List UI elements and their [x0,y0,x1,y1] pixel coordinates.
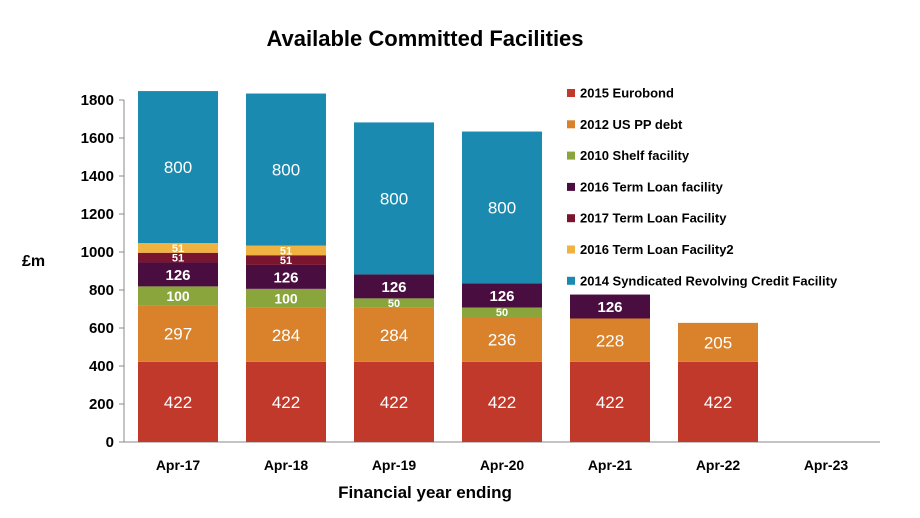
bars: 4222971001265151800422284100126515180042… [138,91,758,442]
y-tick-label: 0 [106,434,114,451]
legend-swatch [567,276,575,285]
bar-segment [354,274,434,299]
legend-swatch [567,214,575,223]
bar-segment [462,283,542,308]
bar-segment [678,322,758,362]
data-label: 800 [380,190,408,209]
data-label: 422 [380,393,408,412]
data-label: 284 [272,326,300,345]
bar-segment [138,286,218,306]
chart-title: Available Committed Facilities [266,26,584,51]
legend-swatch [567,120,575,129]
x-axis-label: Financial year ending [338,483,512,502]
bar-segment [246,245,326,256]
x-tick-label: Apr-17 [156,457,201,473]
data-label: 51 [172,243,184,255]
data-label: 50 [496,307,508,319]
data-label: 126 [597,299,622,316]
legend-entry: 2014 Syndicated Revolving Credit Facilit… [580,273,838,288]
legend-swatch [567,245,575,254]
data-label: 800 [272,161,300,180]
data-label: 800 [164,158,192,177]
legend-entry: 2012 US PP debt [580,117,683,132]
data-label: 205 [704,333,732,352]
data-label: 422 [596,393,624,412]
data-label: 228 [596,331,624,350]
y-tick-label: 1800 [81,92,114,109]
bar-segment [138,262,218,287]
data-label: 126 [381,279,406,296]
bar-segment [246,255,326,265]
bar-segment [354,307,434,362]
y-tick-label: 200 [89,396,114,413]
legend-swatch [567,89,575,97]
legend-entry: 2015 Eurobond [580,86,674,101]
data-label: 51 [172,253,184,265]
legend-entry: 2017 Term Loan Facility [580,211,727,226]
y-tick-label: 1400 [81,168,114,185]
bar-segment [354,361,434,442]
bar-segment [462,316,542,362]
y-tick-label: 1600 [81,130,114,147]
bar-segment [246,361,326,442]
y-axis-label: £m [22,253,45,270]
legend-swatch [567,182,575,191]
bar-segment [138,305,218,362]
data-label: 100 [274,290,298,306]
data-label: 422 [488,393,516,412]
data-label: 297 [164,325,192,344]
data-label: 422 [704,393,732,412]
legend: 2015 Eurobond 2012 US PP debt 2010 Shelf f… [567,86,838,288]
y-tick-label: 1000 [81,244,114,261]
data-label: 422 [164,393,192,412]
bar-segment [570,361,650,442]
bar-segment [462,361,542,442]
y-tick-label: 600 [89,320,114,337]
x-tick-label: Apr-20 [480,457,525,473]
data-label: 126 [489,288,514,305]
bar-segment [246,264,326,289]
data-label: 51 [280,245,292,257]
y-tick-label: 400 [89,358,114,375]
bar-segment [678,361,758,442]
data-label: 126 [165,267,190,284]
x-tick-label: Apr-18 [264,457,309,473]
bar-segment [462,131,542,284]
legend-entry: 2010 Shelf facility [580,148,690,163]
data-label: 50 [388,298,400,310]
x-tick-label: Apr-22 [696,457,741,473]
data-label: 100 [166,288,190,304]
bar-segment [138,91,218,244]
axes: 0 200 400 600 800 1000 1200 1400 1600 1800 Apr-17 A… [22,92,880,502]
bar-segment [246,288,326,308]
y-tick-label: 800 [89,282,114,299]
data-label: 236 [488,331,516,350]
legend-entry: 2016 Term Loan facility [580,179,724,194]
bar-segment [246,307,326,362]
bar-segment [354,122,434,275]
data-label: 422 [272,393,300,412]
x-tick-label: Apr-21 [588,457,633,473]
legend-swatch [567,151,575,160]
bar-segment [246,93,326,246]
y-tick-label: 1200 [81,206,114,223]
x-tick-label: Apr-23 [804,457,849,473]
data-label: 284 [380,326,408,345]
bar-segment [570,294,650,319]
x-tick-label: Apr-19 [372,457,417,473]
bar-segment [138,361,218,442]
bar-segment [138,252,218,263]
legend-entry: 2016 Term Loan Facility2 [580,242,734,257]
bar-segment [462,307,542,317]
bar-segment [570,318,650,362]
data-label: 126 [273,269,298,286]
bar-segment [138,243,218,253]
data-label: 800 [488,199,516,218]
data-label: 51 [280,255,292,267]
bar-segment [354,298,434,308]
